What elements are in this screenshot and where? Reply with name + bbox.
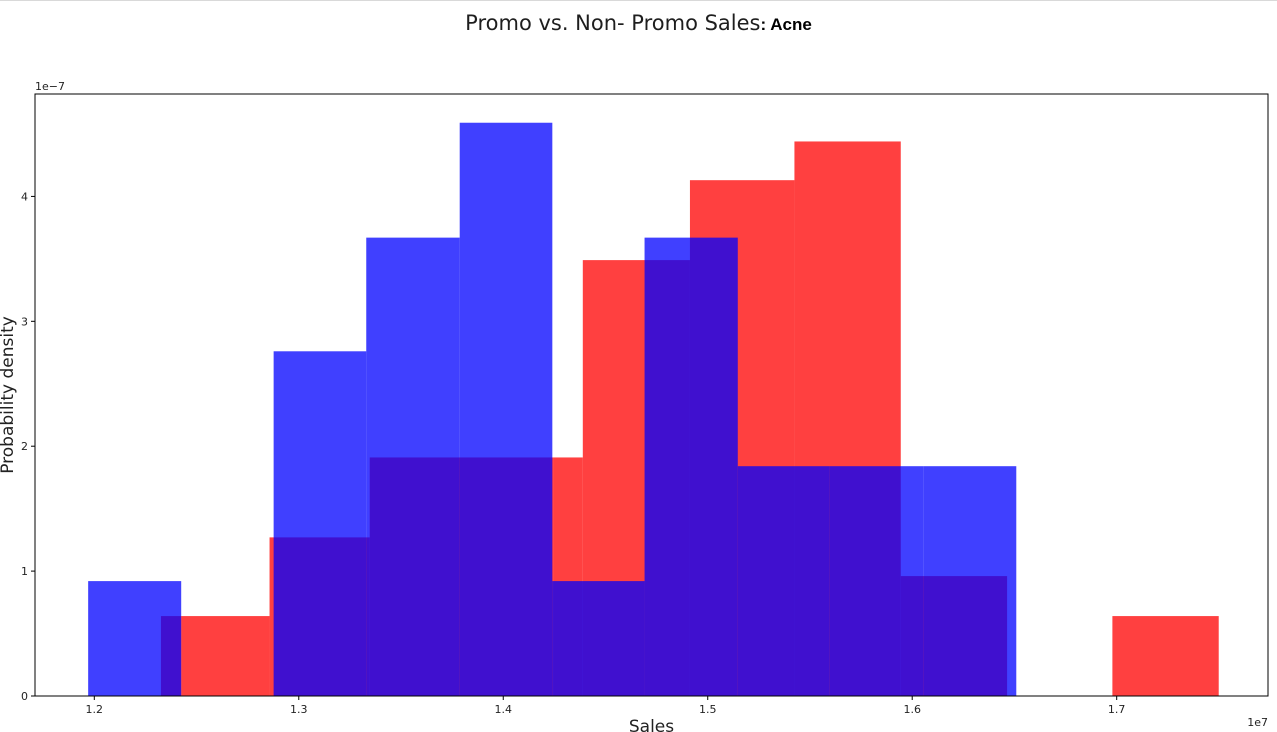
x-axis-ticks: 1.2 1.3 1.4 1.5 1.6 1.7	[86, 696, 1126, 716]
series-2-bin-10	[923, 466, 1017, 696]
series-2-bin-8	[737, 466, 830, 696]
y-tick-label-2: 1	[21, 565, 28, 578]
chart-title-main: Promo vs. Non- Promo Sales	[465, 11, 761, 35]
x-tick-label-1: 1.2	[86, 703, 104, 716]
top-divider	[0, 0, 1277, 1]
y-axis-offset-label: 1e−7	[35, 80, 65, 93]
x-tick-label-6: 1.7	[1108, 703, 1126, 716]
series-2-bin-5	[459, 122, 553, 697]
y-axis-ticks: 0 1 2 3 4	[21, 190, 35, 703]
series-1-bin-11	[1112, 616, 1219, 696]
chart-title: Promo vs. Non- Promo Sales: Acne	[0, 11, 1277, 35]
x-tick-label-5: 1.6	[903, 703, 921, 716]
series-2-bin-9	[829, 466, 924, 696]
x-axis-offset-label: 1e7	[1247, 716, 1268, 729]
series-1-bin-2	[181, 616, 270, 696]
x-tick-label-3: 1.4	[495, 703, 513, 716]
series-2-bin-6	[552, 581, 645, 696]
y-tick-label-4: 3	[21, 315, 28, 328]
y-tick-label-3: 2	[21, 440, 28, 453]
series-2-bin-1	[88, 581, 182, 696]
histogram-bars	[88, 122, 1219, 697]
series-2-bin-7	[644, 237, 738, 696]
series-2-bin-3	[273, 351, 367, 696]
chart-title-suffix: : Acne	[760, 15, 812, 34]
x-tick-label-2: 1.3	[290, 703, 308, 716]
x-tick-label-4: 1.5	[699, 703, 717, 716]
plot-frame	[34, 93, 1269, 697]
x-axis-label: Sales	[629, 717, 674, 732]
y-tick-label-1: 0	[21, 690, 28, 703]
y-tick-label-5: 4	[21, 190, 28, 203]
y-axis-label: Probability density	[0, 316, 18, 474]
series-2-bin-4	[366, 237, 460, 696]
series-2-bars	[88, 122, 1017, 697]
